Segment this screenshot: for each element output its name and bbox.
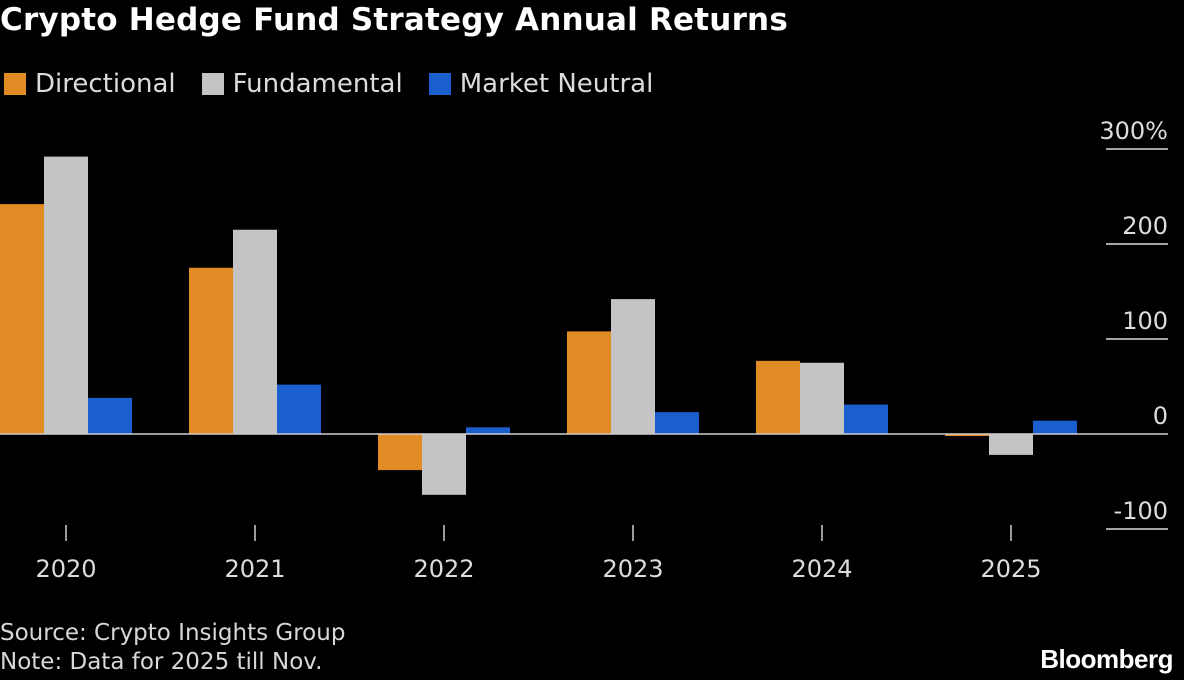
bar-market-neutral-2020 <box>88 397 132 434</box>
bar-market-neutral-2021 <box>277 384 321 434</box>
source-note: Source: Crypto Insights Group <box>0 620 346 646</box>
bar-market-neutral-2024 <box>844 404 888 434</box>
legend: Directional Fundamental Market Neutral <box>4 68 679 100</box>
bar-directional-2025 <box>945 434 989 436</box>
x-tick-label-2022: 2022 <box>413 555 474 583</box>
bar-directional-2021 <box>189 267 233 434</box>
legend-label-market-neutral: Market Neutral <box>459 69 654 99</box>
legend-item-market-neutral: Market Neutral <box>428 69 654 99</box>
data-note: Note: Data for 2025 till Nov. <box>0 649 323 675</box>
legend-swatch-market-neutral <box>428 73 451 95</box>
bar-fundamental-2022 <box>422 434 466 495</box>
bar-fundamental-2020 <box>44 156 88 434</box>
legend-swatch-directional <box>4 73 26 95</box>
legend-swatch-fundamental <box>201 73 224 95</box>
bar-market-neutral-2022 <box>466 427 510 434</box>
x-tick-label-2024: 2024 <box>791 555 852 583</box>
x-tick-label-2020: 2020 <box>35 555 96 583</box>
bar-fundamental-2021 <box>233 229 277 434</box>
bar-directional-2022 <box>378 434 422 471</box>
bar-fundamental-2025 <box>989 434 1033 455</box>
bloomberg-logo: Bloomberg <box>1040 644 1173 674</box>
bar-market-neutral-2025 <box>1033 420 1077 434</box>
y-tick-label-300: 300% <box>1099 117 1168 145</box>
x-tick-label-2021: 2021 <box>224 555 285 583</box>
bar-directional-2024 <box>756 360 800 434</box>
bar-directional-2023 <box>567 331 611 434</box>
x-tick-label-2025: 2025 <box>980 555 1041 583</box>
y-tick-label-100: 100 <box>1122 307 1168 335</box>
y-tick-label-200: 200 <box>1122 212 1168 240</box>
bar-fundamental-2024 <box>800 362 844 434</box>
bar-directional-2020 <box>0 204 44 434</box>
x-tick-label-2023: 2023 <box>602 555 663 583</box>
legend-label-fundamental: Fundamental <box>232 69 403 99</box>
bar-fundamental-2023 <box>611 299 655 434</box>
legend-item-fundamental: Fundamental <box>201 69 403 99</box>
y-tick-label--100: -100 <box>1114 497 1168 525</box>
bar-market-neutral-2023 <box>655 412 699 434</box>
y-tick-label-0: 0 <box>1153 402 1168 430</box>
legend-label-directional: Directional <box>35 69 176 99</box>
legend-item-directional: Directional <box>4 69 176 99</box>
chart-title: Crypto Hedge Fund Strategy Annual Return… <box>0 2 788 38</box>
